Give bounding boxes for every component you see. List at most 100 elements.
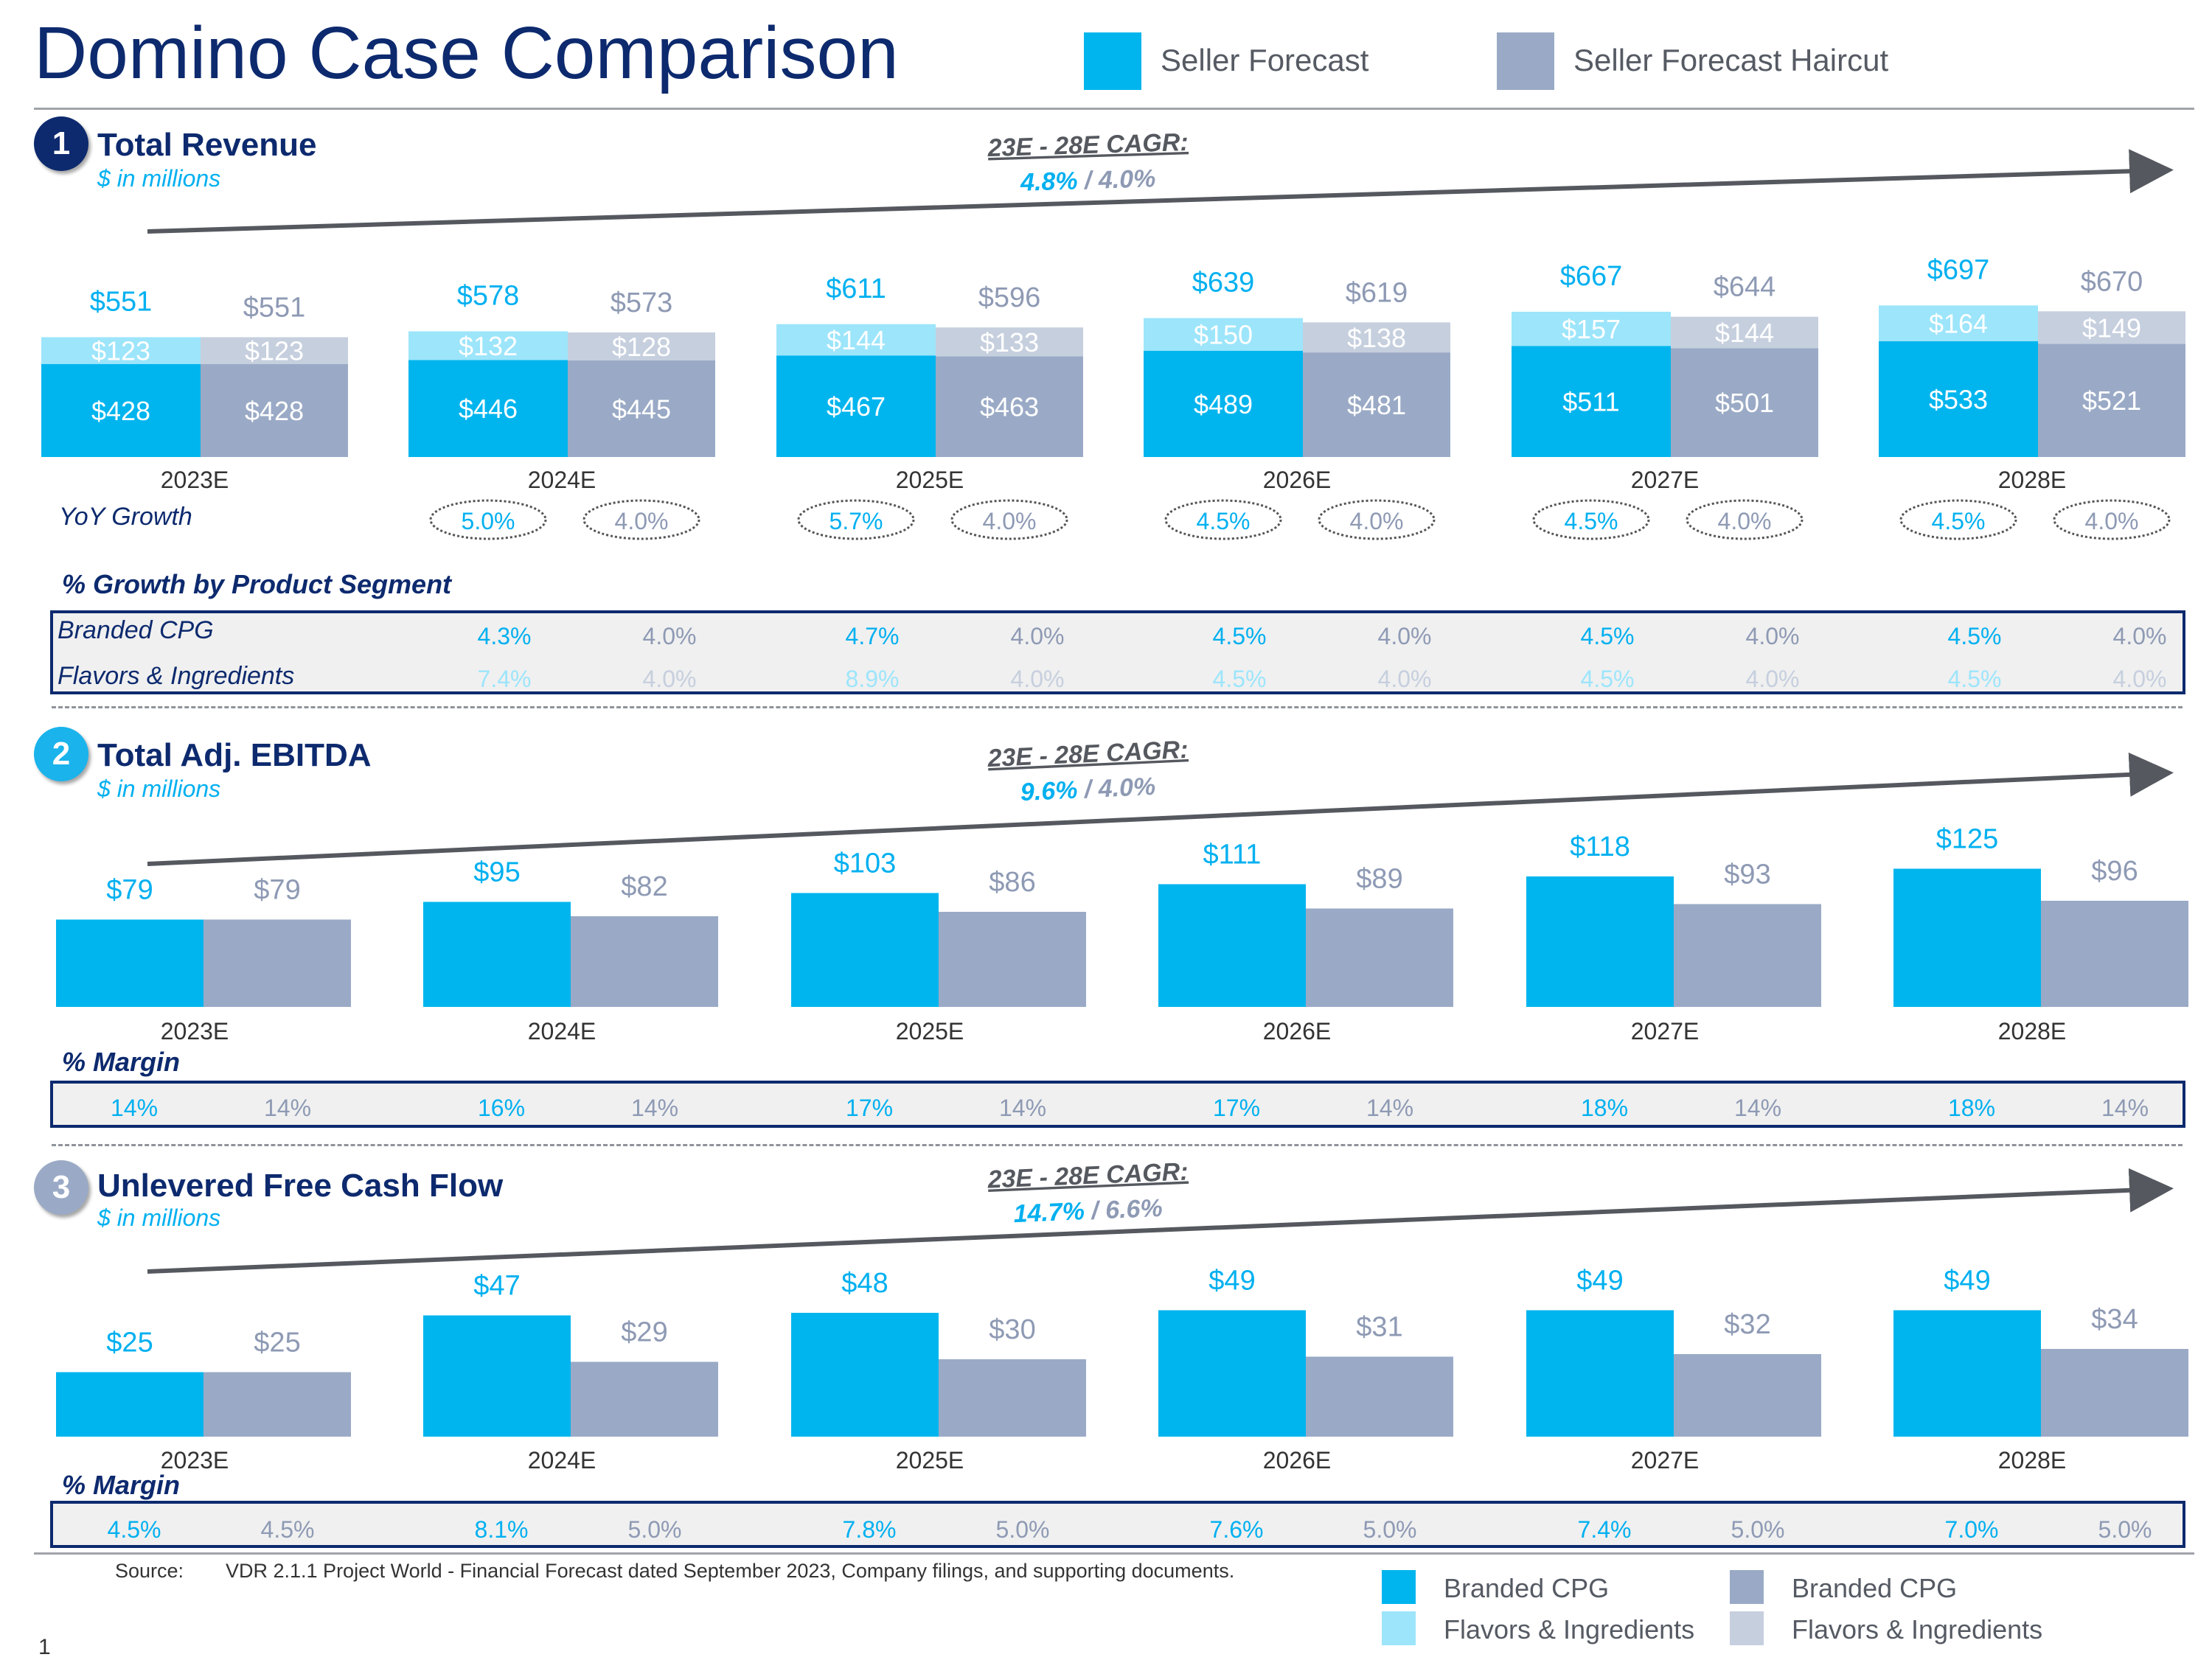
fcf-category-label: 2026E <box>1263 1447 1332 1474</box>
revenue-label-seller-branded: $533 <box>1929 384 1988 414</box>
segment-flavors-haircut: 4.0% <box>1011 666 1065 692</box>
fcf-value-seller: $49 <box>1576 1266 1623 1297</box>
legend-label-seller: Seller Forecast <box>1161 43 1369 77</box>
yoy-ellipse-seller <box>1532 499 1650 540</box>
segment-flavors-seller: 8.9% <box>846 666 900 692</box>
header-divider <box>34 108 2194 110</box>
revenue-category-label: 2024E <box>528 467 597 493</box>
segment-branded-seller: 4.7% <box>846 623 900 649</box>
ebitda-bar-haircut <box>1674 904 1821 1007</box>
fcf-value-haircut: $34 <box>2091 1304 2138 1335</box>
section-2-subtitle: $ in millions <box>97 775 221 802</box>
fcf-bar-haircut <box>204 1372 351 1437</box>
revenue-label-haircut-flavors: $149 <box>2082 313 2141 343</box>
fcf-bar-seller <box>791 1313 939 1437</box>
ebitda-bar-haircut <box>2041 901 2188 1007</box>
revenue-label-seller-flavors: $144 <box>827 325 886 355</box>
yoy-value-haircut: 4.0% <box>983 508 1037 534</box>
ebitda-cagr-values: 9.6% / 4.0% <box>1020 773 1156 806</box>
revenue-bar-seller-flavors <box>1879 305 2038 341</box>
segment-branded-seller: 4.3% <box>478 623 532 649</box>
fcf-bar-haircut <box>2041 1349 2188 1437</box>
revenue-label-haircut-flavors: $123 <box>245 336 304 366</box>
segment-flavors-seller: 4.5% <box>1213 666 1267 692</box>
fcf-value-seller: $49 <box>1944 1266 1990 1297</box>
yoy-ellipse-seller <box>1164 499 1282 540</box>
segment-branded-seller: 4.5% <box>1581 623 1635 649</box>
yoy-ellipse-seller <box>797 499 915 540</box>
ebitda-value-seller: $95 <box>473 857 520 888</box>
fcf-margin-haircut: 5.0% <box>996 1516 1050 1543</box>
revenue-label-seller-flavors: $123 <box>91 336 150 366</box>
yoy-value-seller: 5.7% <box>830 508 883 534</box>
revenue-total-haircut: $619 <box>1346 277 1408 308</box>
revenue-total-seller: $551 <box>90 286 153 317</box>
ebitda-cagr-arrow <box>147 752 2174 866</box>
ebitda-margin-haircut: 14% <box>264 1095 311 1121</box>
ebitda-value-haircut: $93 <box>1724 859 1770 890</box>
ebitda-margin-haircut: 14% <box>999 1095 1046 1121</box>
ebitda-bar-haircut <box>571 916 718 1007</box>
section-1-subtitle: $ in millions <box>97 165 221 192</box>
revenue-label-seller-branded: $489 <box>1194 389 1253 419</box>
fcf-bar-seller <box>1526 1310 1674 1437</box>
fcf-bar-seller <box>423 1315 571 1437</box>
legend-label-seller-branded: Branded CPG <box>1444 1573 1610 1603</box>
revenue-bar-haircut-branded <box>1671 348 1818 457</box>
segment-flavors-seller: 4.5% <box>1948 666 2002 692</box>
yoy-ellipse-seller <box>1899 499 2017 540</box>
revenue-bar-seller-flavors <box>41 337 201 364</box>
fcf-bar-haircut <box>571 1361 718 1437</box>
fcf-value-seller: $47 <box>473 1271 520 1302</box>
yoy-value-seller: 4.5% <box>1197 508 1251 534</box>
revenue-bar-haircut-branded <box>936 356 1083 457</box>
revenue-total-haircut: $573 <box>611 287 673 318</box>
fcf-margin-haircut: 4.5% <box>261 1516 315 1543</box>
ebitda-margin-haircut: 14% <box>2101 1095 2149 1121</box>
revenue-label-haircut-branded: $428 <box>245 396 304 426</box>
legend-swatch-haircut-flavors <box>1730 1611 1764 1645</box>
ebitda-category-label: 2027E <box>1631 1018 1700 1045</box>
segment-row-branded-label: Branded CPG <box>58 616 214 644</box>
section-1-title: Total Revenue <box>97 127 317 163</box>
fcf-bar-haircut <box>1674 1354 1821 1437</box>
revenue-bar-haircut-flavors <box>1671 316 1818 349</box>
revenue-cagr-title: 23E - 28E CAGR: <box>987 128 1189 162</box>
ebitda-value-haircut: $79 <box>254 875 300 906</box>
revenue-cagr-arrow <box>147 149 2174 234</box>
revenue-bar-seller-flavors <box>1144 318 1303 351</box>
ebitda-cagr-seller: 9.6% <box>1020 776 1078 806</box>
revenue-label-haircut-flavors: $128 <box>612 332 671 362</box>
ebitda-cagr-haircut: / 4.0% <box>1077 773 1155 804</box>
revenue-label-seller-flavors: $150 <box>1194 320 1253 350</box>
section-divider-1 <box>52 706 2183 708</box>
revenue-bar-seller-branded <box>1144 350 1303 457</box>
revenue-total-haircut: $644 <box>1714 272 1776 303</box>
fcf-cagr-values: 14.7% / 6.6% <box>1013 1194 1164 1228</box>
ebitda-margin-table <box>50 1081 2185 1128</box>
fcf-value-haircut: $29 <box>621 1317 667 1348</box>
ebitda-category-label: 2025E <box>896 1018 964 1045</box>
revenue-total-seller: $639 <box>1192 267 1255 298</box>
revenue-category-label: 2028E <box>1998 467 2067 493</box>
page-number: 1 <box>38 1635 51 1659</box>
legend-label-haircut-branded: Branded CPG <box>1792 1573 1958 1603</box>
fcf-value-haircut: $30 <box>989 1314 1035 1345</box>
yoy-value-haircut: 4.0% <box>1350 508 1404 534</box>
fcf-category-label: 2023E <box>161 1447 229 1474</box>
fcf-margin-haircut: 5.0% <box>1731 1516 1785 1543</box>
ebitda-bar-seller <box>791 893 939 1007</box>
revenue-total-haircut: $551 <box>243 292 306 323</box>
ebitda-cagr-title: 23E - 28E CAGR: <box>987 736 1189 773</box>
fcf-cagr-arrow <box>147 1168 2174 1274</box>
ebitda-value-haircut: $86 <box>989 867 1035 898</box>
revenue-bar-haircut-flavors <box>936 327 1083 357</box>
section-2-badge: 2 <box>34 727 88 781</box>
segment-flavors-haircut: 4.0% <box>1378 666 1432 692</box>
revenue-label-seller-branded: $467 <box>827 391 886 422</box>
revenue-label-seller-flavors: $132 <box>459 331 518 361</box>
segment-branded-haircut: 4.0% <box>1746 623 1800 649</box>
revenue-total-seller: $611 <box>826 273 886 304</box>
fcf-margin-table <box>50 1501 2185 1548</box>
legend-label-seller-flavors: Flavors & Ingredients <box>1444 1614 1695 1645</box>
